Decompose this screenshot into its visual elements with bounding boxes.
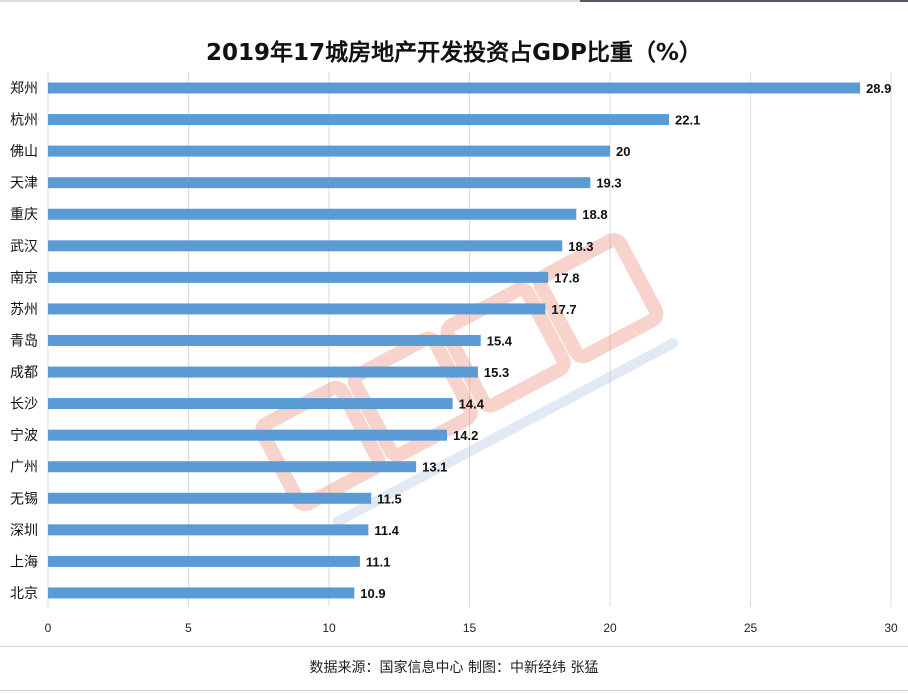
x-tick-label: 25: [744, 621, 758, 635]
x-tick-label: 20: [603, 621, 617, 635]
bar: [48, 82, 861, 94]
data-label: 13.1: [422, 460, 447, 475]
bar: [48, 492, 372, 504]
category-label: 苏州: [10, 302, 38, 318]
data-label: 11.5: [377, 491, 402, 506]
bar: [48, 208, 577, 220]
category-label: 佛山: [10, 144, 38, 160]
category-label: 重庆: [10, 207, 38, 223]
divider: [0, 690, 908, 691]
bar: [48, 334, 481, 346]
bar: [48, 587, 355, 599]
data-label: 19.3: [596, 176, 621, 191]
bar: [48, 177, 591, 189]
data-label: 18.8: [582, 207, 607, 222]
bar: [48, 240, 563, 252]
bar: [48, 366, 478, 378]
bar: [48, 461, 417, 473]
data-label: 28.9: [866, 81, 891, 96]
category-label: 宁波: [10, 427, 38, 444]
x-tick-label: 30: [884, 621, 898, 635]
category-label: 郑州: [10, 81, 38, 97]
watermark-mark: [533, 233, 664, 364]
category-label: 天津: [10, 176, 38, 192]
data-label: 11.4: [374, 523, 399, 538]
divider: [0, 646, 908, 647]
data-label: 14.2: [453, 428, 478, 443]
data-label: 20: [616, 144, 630, 159]
top-border: [0, 0, 908, 2]
category-label: 成都: [10, 365, 38, 381]
bar: [48, 429, 448, 441]
data-label: 18.3: [568, 239, 593, 254]
x-tick-label: 10: [322, 621, 336, 635]
category-label: 广州: [10, 460, 38, 476]
category-label: 武汉: [10, 239, 38, 255]
category-label: 青岛: [10, 333, 38, 349]
data-label: 15.4: [487, 333, 513, 348]
top-border-dark: [580, 0, 908, 2]
data-label: 17.7: [551, 302, 576, 317]
category-label: 无锡: [10, 491, 38, 507]
bar: [48, 303, 546, 315]
x-tick-label: 15: [463, 621, 477, 635]
category-label: 南京: [10, 270, 38, 286]
x-tick-label: 5: [185, 621, 192, 635]
data-label: 22.1: [675, 113, 700, 128]
source-note: 数据来源：国家信息中心 制图：中新经纬 张猛: [309, 660, 599, 676]
data-label: 11.1: [366, 554, 391, 569]
bar: [48, 271, 549, 283]
category-label: 深圳: [10, 523, 38, 539]
bar: [48, 114, 670, 126]
category-label: 北京: [10, 586, 38, 602]
data-label: 10.9: [360, 586, 385, 601]
bar: [48, 145, 610, 157]
x-tick-label: 0: [45, 621, 52, 635]
watermark-bar: [332, 338, 679, 527]
category-label: 长沙: [10, 397, 38, 413]
bar: [48, 524, 369, 536]
data-label: 14.4: [459, 397, 485, 412]
data-label: 15.3: [484, 365, 509, 380]
bar: [48, 398, 453, 410]
chart-title: 2019年17城房地产开发投资占GDP比重（%）: [206, 40, 702, 66]
bar: [48, 555, 360, 567]
category-label: 杭州: [10, 113, 38, 129]
data-label: 17.8: [554, 270, 579, 285]
category-label: 上海: [10, 554, 38, 570]
